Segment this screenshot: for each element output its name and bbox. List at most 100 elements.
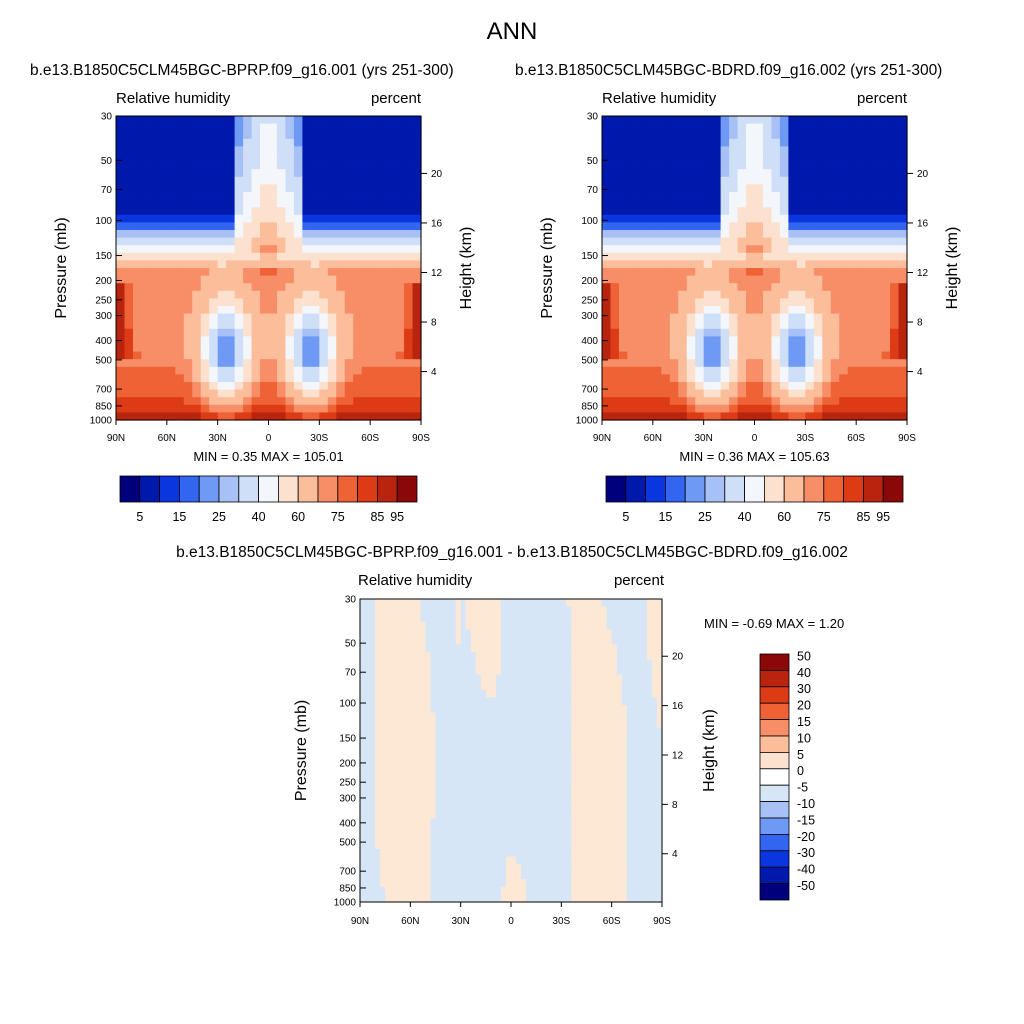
heatmap-cell (796, 245, 806, 254)
heatmap-cell (586, 833, 593, 842)
heatmap-cell (166, 184, 176, 193)
heatmap-cell (635, 351, 645, 360)
heatmap-cell (779, 161, 789, 170)
heatmap-cell (521, 727, 527, 736)
heatmap-cell (661, 313, 671, 322)
heatmap-cell (830, 351, 840, 360)
colorbar-label: 15 (172, 510, 186, 524)
heatmap-cell (796, 275, 806, 284)
heatmap-cell (378, 321, 388, 330)
heatmap-cell (651, 720, 658, 729)
heatmap-cell (353, 237, 363, 246)
heatmap-cell (631, 659, 638, 668)
heatmap-cell (830, 146, 840, 155)
heatmap-cell (591, 735, 598, 744)
heatmap-cell (420, 826, 427, 835)
heatmap-cell (695, 161, 705, 170)
heatmap-cell (531, 765, 537, 774)
heatmap-cell (618, 123, 629, 132)
heatmap-cell (200, 336, 210, 345)
heatmap-cell (561, 795, 567, 805)
heatmap-cell (378, 404, 388, 413)
heatmap-cell (175, 192, 185, 201)
heatmap-cell (370, 290, 380, 299)
heatmap-cell (796, 412, 806, 421)
heatmap-cell (611, 697, 618, 706)
heatmap-cell (651, 705, 658, 714)
heatmap-cell (847, 146, 857, 155)
heatmap-cell (635, 252, 645, 261)
heatmap-cell (636, 811, 643, 820)
heatmap-cell (606, 818, 613, 827)
heatmap-cell (149, 138, 159, 147)
heatmap-cell (591, 652, 598, 661)
heatmap-cell (360, 614, 366, 623)
heatmap-cell (635, 374, 645, 383)
heatmap-cell (378, 397, 388, 406)
heatmap-cell (551, 750, 557, 759)
heatmap-cell (652, 230, 662, 239)
heatmap-cell (646, 629, 653, 638)
heatmap-cell (516, 614, 522, 623)
heatmap-cell (737, 359, 747, 368)
heatmap-cell (796, 230, 806, 239)
heatmap-cell (695, 313, 705, 322)
heatmap-cell (762, 268, 773, 277)
heatmap-cell (380, 780, 386, 789)
heatmap-cell (217, 169, 227, 178)
heatmap-cell (762, 184, 773, 193)
heatmap-cell (353, 123, 363, 132)
heatmap-cell (378, 199, 388, 208)
heatmap-cell (200, 321, 210, 330)
heatmap-cell (226, 123, 236, 132)
heatmap-cell (890, 245, 900, 254)
heatmap-cell (475, 841, 482, 850)
variable-label: Relative humidity (116, 90, 231, 107)
heatmap-cell (132, 184, 143, 193)
heatmap-cell (712, 351, 722, 360)
heatmap-cell (410, 712, 416, 721)
heatmap-cell (365, 720, 371, 729)
heatmap-cell (627, 199, 637, 208)
heatmap-cell (410, 742, 416, 752)
heatmap-cell (395, 336, 405, 345)
heatmap-cell (656, 742, 663, 752)
heatmap-cell (430, 818, 437, 827)
heatmap-cell (209, 298, 219, 307)
heatmap-cell (830, 237, 840, 246)
heatmap-cell (490, 636, 497, 646)
heatmap-cell (526, 621, 532, 630)
heatmap-cell (646, 795, 653, 805)
heatmap-cell (495, 636, 502, 646)
heatmap-cell (166, 412, 176, 421)
heatmap-cell (380, 773, 386, 782)
heatmap-cell (395, 720, 401, 729)
heatmap-cell (344, 192, 354, 201)
heatmap-cell (864, 116, 874, 125)
heatmap-cell (762, 237, 773, 246)
heatmap-cell (591, 614, 598, 623)
heatmap-cell (898, 260, 908, 269)
heatmap-cell (380, 606, 386, 615)
heatmap-cell (192, 245, 202, 254)
heatmap-cell (183, 131, 193, 140)
heatmap-cell (881, 397, 891, 406)
heatmap-cell (621, 644, 628, 653)
heatmap-cell (505, 606, 512, 615)
y-right-tick-label: 4 (431, 367, 437, 378)
heatmap-cell (430, 606, 437, 615)
heatmap-cell (805, 397, 815, 406)
heatmap-cell (839, 306, 849, 315)
heatmap-cell (898, 192, 908, 201)
heatmap-cell (678, 154, 688, 163)
heatmap-cell (686, 290, 696, 299)
heatmap-cell (635, 389, 645, 398)
heatmap-cell (209, 169, 219, 178)
heatmap-cell (652, 214, 662, 223)
heatmap-cell (813, 344, 823, 353)
heatmap-cell (511, 606, 517, 615)
heatmap-cell (361, 207, 371, 216)
heatmap-cell (511, 652, 517, 661)
heatmap-cell (712, 260, 722, 269)
heatmap-cell (378, 176, 388, 185)
